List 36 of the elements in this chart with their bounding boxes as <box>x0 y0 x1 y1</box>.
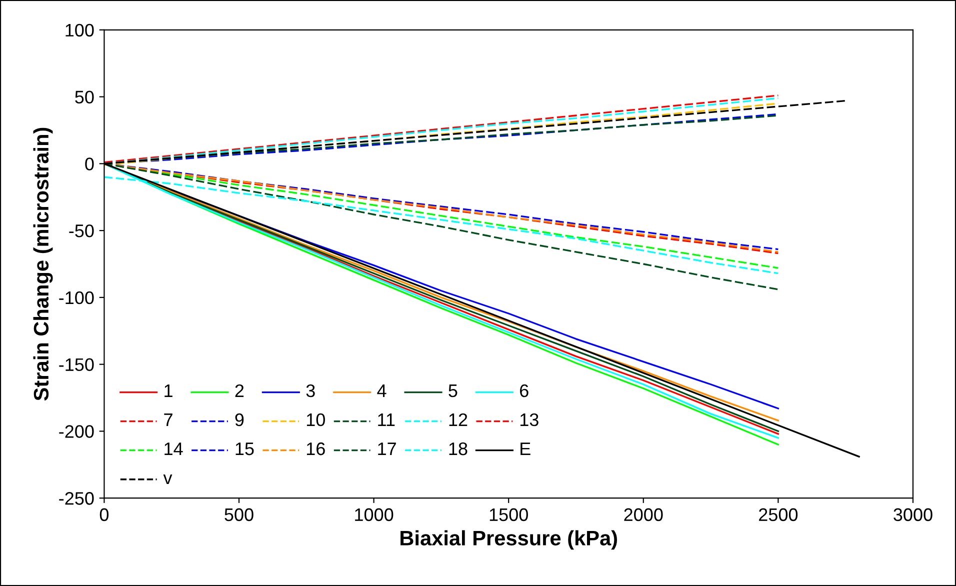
legend-label: 5 <box>448 384 458 398</box>
x-tick-label: 2000 <box>624 508 663 522</box>
legend-label: 6 <box>520 384 528 398</box>
legend-label: v <box>163 474 172 484</box>
legend-label: 13 <box>520 413 538 426</box>
x-tick-label: 3000 <box>894 508 932 522</box>
x-tick-label: 1000 <box>355 508 394 522</box>
x-tick-label: 2500 <box>759 508 798 522</box>
legend-label: 18 <box>449 442 468 456</box>
y-tick-label: -250 <box>59 492 94 505</box>
y-tick-label: 0 <box>85 158 94 170</box>
x-tick-label: 0 <box>100 508 109 522</box>
legend-label: 1 <box>164 384 172 397</box>
legend-label: 3 <box>306 384 315 398</box>
legend-label: 10 <box>306 413 325 426</box>
legend-label: 2 <box>235 384 244 397</box>
y-tick-label: -150 <box>59 358 94 372</box>
legend-label: 9 <box>235 413 244 426</box>
y-tick-label: -100 <box>59 291 94 304</box>
y-tick-label: -200 <box>59 425 94 438</box>
y-tick-label: 50 <box>75 90 94 104</box>
x-tick-label: 500 <box>224 508 254 522</box>
legend-label: E <box>520 442 530 456</box>
y-tick-label: -50 <box>69 224 94 238</box>
x-tick-label: 1500 <box>490 508 528 522</box>
y-tick-label: 100 <box>66 24 94 37</box>
legend-label: 4 <box>377 384 386 397</box>
legend-label: 16 <box>306 442 325 456</box>
legend-label: 12 <box>449 413 468 426</box>
x-axis-title: Biaxial Pressure (kPa) <box>400 530 617 550</box>
legend-label: 11 <box>378 414 395 426</box>
y-axis-title: Strain Change (microstrain) <box>33 128 53 401</box>
legend-label: 17 <box>378 442 396 456</box>
legend-label: 14 <box>164 442 183 456</box>
legend-label: 7 <box>164 414 172 426</box>
legend-label: 15 <box>236 442 254 456</box>
